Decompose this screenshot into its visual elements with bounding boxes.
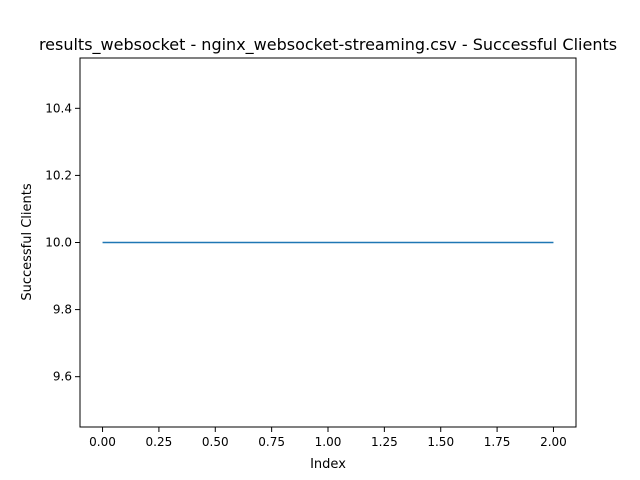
x-tick-label: 1.25 — [371, 435, 398, 449]
y-axis-label: Successful Clients — [20, 183, 35, 301]
plot-area: 0.00 0.25 0.50 0.75 1.00 1.25 1.50 1.75 2.00 9.6… — [45, 57, 577, 449]
y-axis: 9.6 9.8 10.0 10.2 10.4 — [45, 101, 80, 384]
x-axis: 0.00 0.25 0.50 0.75 1.00 1.25 1.50 1.75 2.00 — [89, 427, 567, 449]
x-tick-label: 0.25 — [146, 435, 173, 449]
x-axis-label: Index — [310, 457, 346, 472]
x-tick-label: 1.00 — [315, 435, 342, 449]
x-tick-label: 0.75 — [258, 435, 285, 449]
x-tick-label: 2.00 — [540, 435, 567, 449]
axes-frame — [79, 57, 577, 428]
x-tick-label: 1.75 — [484, 435, 511, 449]
y-tick-label: 9.6 — [53, 370, 72, 384]
x-tick-label: 0.00 — [89, 435, 116, 449]
y-tick-label: 10.2 — [45, 168, 72, 182]
y-tick-label: 9.8 — [53, 303, 72, 317]
x-tick-label: 0.50 — [202, 435, 229, 449]
y-tick-label: 10.0 — [45, 236, 72, 250]
x-tick-label: 1.50 — [427, 435, 454, 449]
chart-title: results_websocket - nginx_websocket-stre… — [39, 35, 617, 55]
y-tick-label: 10.4 — [45, 101, 72, 115]
